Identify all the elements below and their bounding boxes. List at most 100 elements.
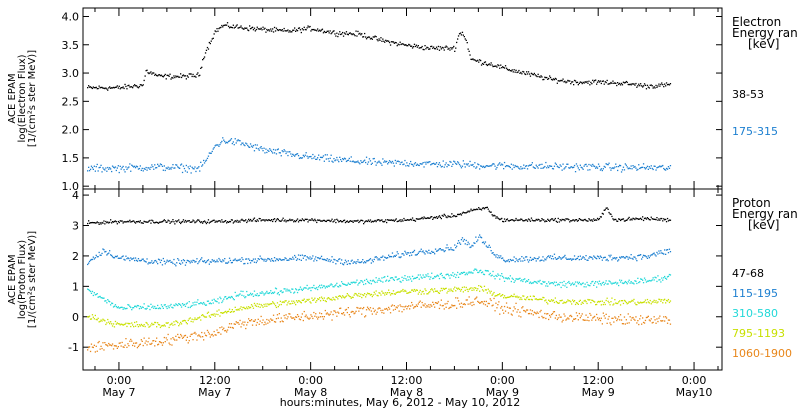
data-point bbox=[404, 44, 406, 46]
data-point bbox=[504, 310, 507, 312]
data-point bbox=[440, 249, 442, 251]
data-point bbox=[567, 299, 569, 301]
data-point bbox=[202, 164, 204, 166]
data-point bbox=[529, 220, 532, 222]
data-point bbox=[629, 301, 631, 303]
data-point bbox=[194, 301, 196, 303]
data-point bbox=[319, 258, 321, 260]
data-point bbox=[268, 258, 270, 260]
data-point bbox=[366, 260, 369, 262]
data-point bbox=[249, 25, 251, 27]
data-point bbox=[314, 297, 316, 299]
data-point bbox=[444, 288, 446, 290]
data-point bbox=[313, 157, 315, 159]
data-point bbox=[316, 300, 318, 302]
data-point bbox=[87, 87, 89, 89]
data-point bbox=[574, 219, 577, 221]
data-point bbox=[601, 300, 603, 302]
data-point bbox=[649, 84, 651, 86]
data-point bbox=[514, 261, 516, 263]
data-point bbox=[644, 279, 647, 281]
data-point bbox=[151, 322, 153, 324]
data-point bbox=[412, 46, 415, 48]
data-point bbox=[508, 296, 510, 298]
data-point bbox=[198, 219, 200, 221]
data-point bbox=[432, 277, 434, 280]
data-point bbox=[638, 302, 640, 304]
data-point bbox=[419, 250, 421, 252]
data-point bbox=[608, 254, 610, 257]
data-point bbox=[657, 85, 659, 87]
data-point bbox=[129, 219, 131, 221]
data-point bbox=[631, 299, 633, 302]
data-point bbox=[650, 318, 652, 320]
data-point bbox=[148, 72, 150, 75]
data-point bbox=[328, 32, 330, 34]
data-point bbox=[551, 218, 554, 220]
data-point bbox=[382, 281, 384, 283]
data-point bbox=[381, 311, 383, 314]
data-point bbox=[425, 163, 427, 165]
data-point bbox=[262, 319, 264, 321]
data-point bbox=[495, 168, 497, 170]
data-point bbox=[273, 152, 276, 154]
data-point bbox=[146, 344, 148, 346]
data-point bbox=[342, 313, 344, 315]
data-point bbox=[668, 301, 671, 304]
data-point bbox=[517, 296, 519, 299]
data-point bbox=[512, 164, 514, 166]
data-point bbox=[270, 290, 272, 292]
data-point bbox=[423, 276, 425, 278]
data-point bbox=[635, 82, 637, 85]
data-point bbox=[524, 298, 526, 300]
data-point bbox=[155, 259, 157, 262]
data-point bbox=[252, 258, 255, 260]
data-point bbox=[231, 309, 233, 311]
data-point bbox=[615, 82, 617, 84]
data-point bbox=[195, 304, 197, 306]
data-point bbox=[165, 306, 167, 308]
data-point bbox=[256, 321, 258, 324]
data-point bbox=[462, 160, 464, 162]
data-point bbox=[249, 320, 251, 322]
data-point bbox=[431, 288, 433, 290]
data-point bbox=[533, 167, 535, 169]
data-point bbox=[523, 220, 525, 222]
data-point bbox=[544, 281, 546, 283]
data-point bbox=[643, 301, 646, 303]
data-point bbox=[405, 290, 407, 292]
data-point bbox=[390, 219, 393, 221]
data-point bbox=[176, 339, 178, 341]
data-point bbox=[299, 301, 302, 303]
data-point bbox=[486, 270, 488, 272]
data-point bbox=[97, 222, 99, 224]
data-point bbox=[294, 302, 296, 304]
data-point bbox=[467, 163, 469, 165]
data-point bbox=[202, 260, 204, 262]
data-point bbox=[608, 211, 610, 214]
data-point bbox=[95, 293, 97, 296]
data-point bbox=[464, 274, 466, 276]
data-point bbox=[334, 310, 336, 312]
data-point bbox=[569, 282, 571, 284]
data-point bbox=[501, 217, 503, 220]
data-point bbox=[501, 67, 503, 69]
data-point bbox=[187, 319, 189, 322]
data-point bbox=[462, 211, 464, 213]
data-point bbox=[370, 262, 372, 264]
data-point bbox=[133, 166, 135, 168]
data-point bbox=[643, 83, 646, 85]
data-point bbox=[138, 86, 141, 88]
data-point bbox=[541, 76, 543, 78]
data-point bbox=[619, 256, 621, 258]
data-point bbox=[194, 317, 196, 319]
data-point bbox=[509, 166, 511, 169]
data-point bbox=[657, 253, 659, 255]
data-point bbox=[215, 30, 217, 33]
data-point bbox=[524, 278, 526, 280]
data-point bbox=[143, 337, 145, 339]
data-point bbox=[534, 220, 536, 222]
data-point bbox=[401, 290, 403, 292]
data-point bbox=[196, 167, 198, 170]
data-point bbox=[451, 249, 453, 251]
